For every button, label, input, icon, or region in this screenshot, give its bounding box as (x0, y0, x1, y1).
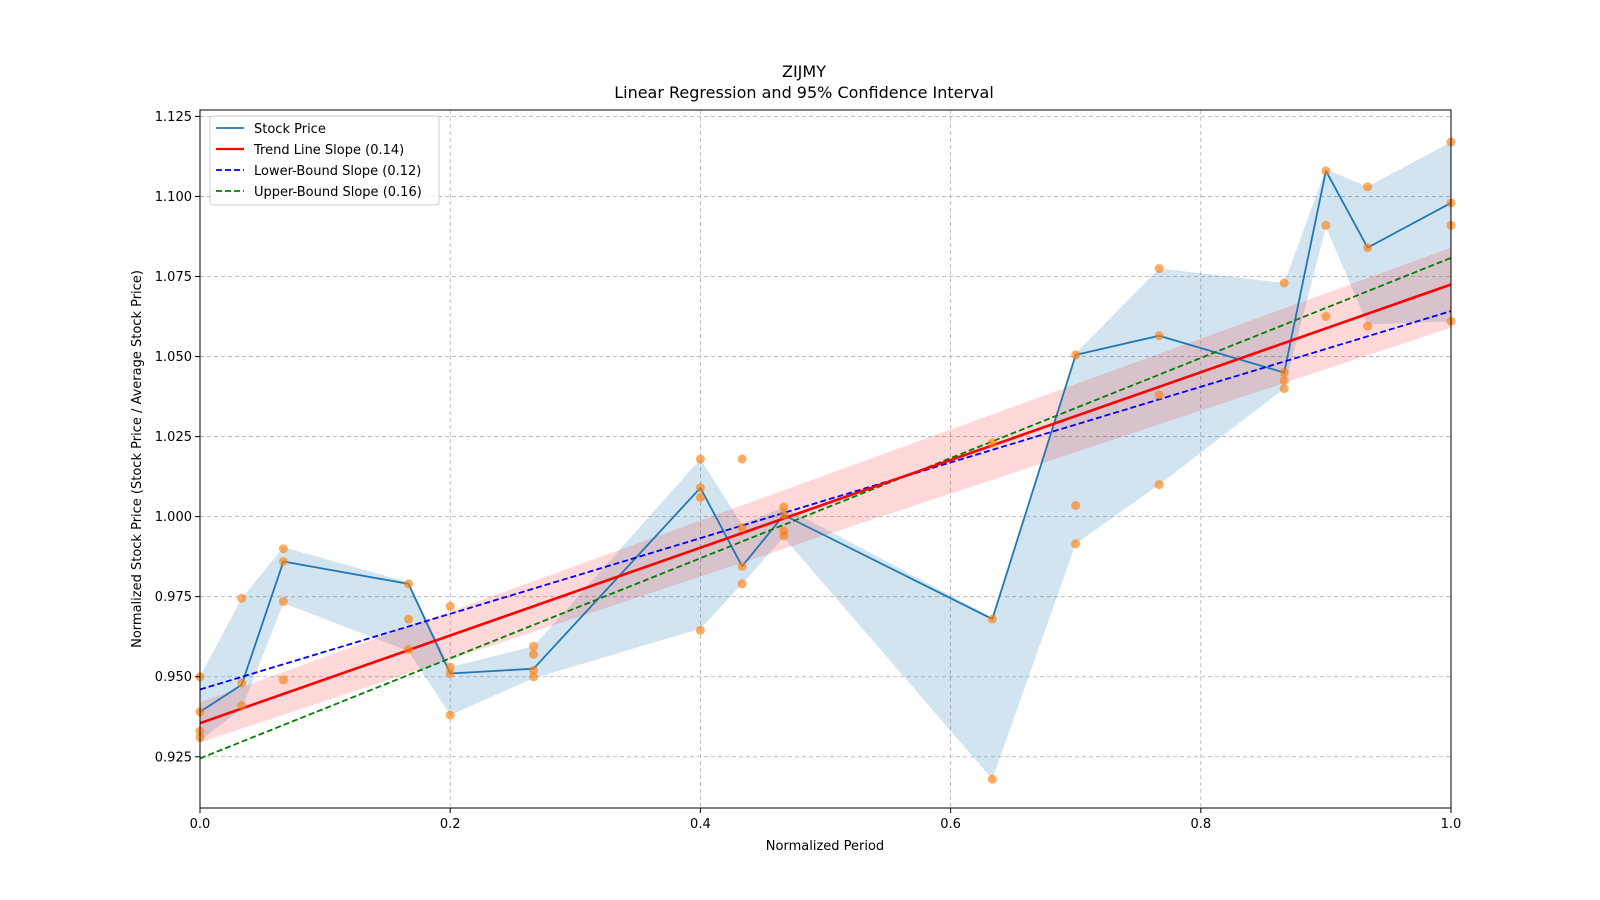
trend-confidence-band (200, 247, 1451, 743)
chart-subtitle: Linear Regression and 95% Confidence Int… (614, 83, 994, 102)
scatter-point (404, 579, 413, 589)
scatter-point (737, 454, 747, 464)
scatter-point (445, 662, 455, 672)
y-tick-label: 0.925 (155, 750, 192, 765)
scatter-point (1154, 480, 1164, 490)
scatter-point (1071, 500, 1081, 510)
y-axis-ticks: 0.925 0.950 0.975 1.000 1.025 1.050 1.075 1.100… (155, 110, 200, 765)
y-tick-label: 1.100 (155, 190, 192, 205)
chart-title: ZIJMY (782, 62, 826, 81)
legend-label-stock-price: Stock Price (254, 122, 326, 137)
lower-bound-slope-line (199, 310, 1452, 691)
scatter-point (1321, 166, 1331, 176)
scatter-point (237, 701, 247, 710)
scatter-point (237, 593, 247, 603)
legend-label-upper-bound: Upper-Bound Slope (0.16) (254, 185, 422, 200)
scatter-point (695, 483, 705, 493)
y-tick-label: 1.075 (155, 270, 192, 285)
legend-label-trend-line: Trend Line Slope (0.14) (253, 143, 404, 158)
scatter-point (1154, 331, 1164, 341)
y-tick-label: 0.950 (155, 670, 192, 685)
scatter-point (779, 531, 789, 541)
scatter-point (987, 774, 997, 784)
scatter-point (445, 710, 455, 720)
scatter-point (1321, 312, 1331, 321)
y-tick-label: 1.000 (155, 510, 192, 525)
y-tick-label: 1.125 (155, 110, 192, 125)
scatter-point (779, 510, 789, 520)
scatter-point (987, 614, 997, 624)
x-tick-label: 0.4 (690, 817, 711, 832)
y-tick-label: 1.050 (155, 350, 192, 365)
scatter-point (737, 579, 747, 589)
scatter-point (987, 438, 997, 448)
x-axis-ticks: 0.0 0.2 0.4 0.6 0.8 1.0 (190, 808, 1462, 832)
scatter-point (695, 492, 705, 502)
scatter-point (445, 601, 455, 611)
scatter-point (1279, 368, 1289, 378)
scatter-point (237, 678, 247, 688)
scatter-point (1363, 321, 1373, 331)
scatter-point (1154, 264, 1164, 273)
x-tick-label: 0.8 (1190, 817, 1211, 832)
scatter-point (1321, 220, 1331, 230)
scatter-point (1363, 243, 1373, 253)
scatter-point (779, 502, 789, 512)
confidence-bands (200, 142, 1451, 780)
scatter-point (529, 649, 539, 659)
scatter-point (1279, 278, 1289, 288)
scatter-point (529, 665, 539, 675)
scatter-point (278, 675, 288, 685)
x-tick-label: 0.2 (440, 817, 461, 832)
legend: Stock Price Trend Line Slope (0.14) Lowe… (209, 115, 440, 206)
scatter-point (695, 454, 705, 464)
scatter-point (737, 523, 747, 533)
x-tick-label: 0.6 (940, 817, 961, 832)
scatter-point (445, 669, 455, 678)
scatter-point (695, 625, 705, 635)
x-tick-label: 0.0 (190, 817, 211, 832)
scatter-point (1071, 539, 1081, 549)
stock-price-confidence-band (200, 142, 1451, 780)
legend-label-lower-bound: Lower-Bound Slope (0.12) (254, 164, 421, 179)
scatter-point (1154, 390, 1164, 400)
scatter-point (1279, 384, 1289, 394)
y-tick-label: 0.975 (155, 590, 192, 605)
scatter-point (404, 614, 413, 624)
stock-price-line (199, 169, 1452, 713)
y-axis-label: Normalized Stock Price (Stock Price / Av… (130, 270, 145, 648)
scatter-point (278, 544, 288, 554)
scatter-point (1071, 350, 1081, 360)
scatter-point (1363, 182, 1373, 192)
scatter-point (529, 641, 539, 651)
legend-box (209, 115, 440, 206)
scatter-point (278, 597, 288, 606)
plot-frame (199, 109, 1452, 809)
x-axis-label: Normalized Period (766, 839, 884, 854)
scatter-point (529, 672, 539, 682)
y-tick-label: 1.025 (155, 430, 192, 445)
scatter-point (737, 561, 747, 571)
scatter-point (1279, 376, 1289, 386)
scatter-point (404, 645, 413, 654)
x-tick-label: 1.0 (1441, 817, 1462, 832)
scatter-point (278, 557, 288, 566)
